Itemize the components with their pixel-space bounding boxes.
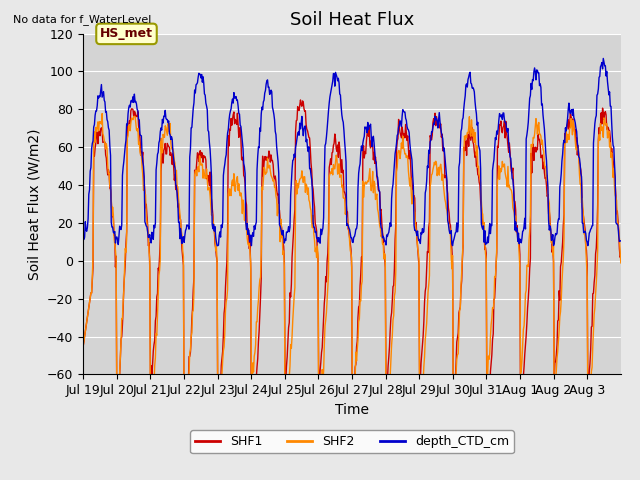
SHF1 xyxy=(241,180,249,186)
SHF2 xyxy=(79,343,87,349)
Line: SHF2: SHF2 xyxy=(83,114,621,440)
SHF1 xyxy=(269,157,276,163)
SHF1 xyxy=(248,447,255,453)
SHF2 xyxy=(99,111,106,117)
Title: Soil Heat Flux: Soil Heat Flux xyxy=(290,11,414,29)
SHF2 xyxy=(439,171,447,177)
SHF1 xyxy=(439,148,447,154)
depth_CTD_cm xyxy=(79,236,87,241)
Line: depth_CTD_cm: depth_CTD_cm xyxy=(83,59,621,246)
SHF2 xyxy=(289,317,296,323)
Line: SHF1: SHF1 xyxy=(83,100,621,450)
SHF1 xyxy=(143,201,150,207)
SHF2 xyxy=(242,220,250,226)
SHF2 xyxy=(409,192,417,198)
SHF1 xyxy=(617,252,625,258)
depth_CTD_cm xyxy=(213,243,221,249)
depth_CTD_cm xyxy=(289,157,296,163)
SHF1 xyxy=(297,97,305,103)
SHF2 xyxy=(617,260,625,266)
Legend: SHF1, SHF2, depth_CTD_cm: SHF1, SHF2, depth_CTD_cm xyxy=(190,431,514,453)
X-axis label: Time: Time xyxy=(335,403,369,417)
Text: HS_met: HS_met xyxy=(100,27,153,40)
depth_CTD_cm xyxy=(143,223,150,229)
depth_CTD_cm xyxy=(600,56,607,61)
depth_CTD_cm xyxy=(242,219,250,225)
Y-axis label: Soil Heat Flux (W/m2): Soil Heat Flux (W/m2) xyxy=(28,128,42,280)
Text: No data for f_WaterLevel: No data for f_WaterLevel xyxy=(13,14,151,25)
SHF2 xyxy=(382,437,390,443)
depth_CTD_cm xyxy=(269,104,276,110)
SHF1 xyxy=(289,243,296,249)
SHF1 xyxy=(79,343,87,349)
SHF2 xyxy=(143,220,151,226)
depth_CTD_cm xyxy=(438,133,446,139)
depth_CTD_cm xyxy=(408,157,416,163)
SHF1 xyxy=(409,188,417,193)
depth_CTD_cm xyxy=(617,238,625,244)
SHF2 xyxy=(269,176,276,181)
